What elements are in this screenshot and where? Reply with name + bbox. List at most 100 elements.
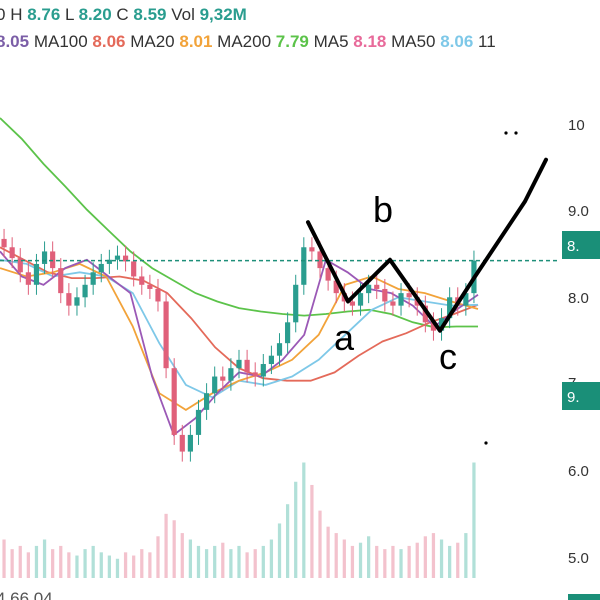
candle-body (293, 284, 299, 323)
candle-body (50, 251, 56, 269)
candle-body (357, 293, 364, 306)
wave-label-a: a (334, 317, 355, 358)
volume-bar (75, 555, 79, 578)
pen-dot (514, 131, 518, 135)
ma-line-ma20 (0, 262, 479, 411)
volume-bar (140, 549, 144, 578)
volume-bar (294, 481, 298, 578)
candle-body (1, 238, 7, 248)
volume-bar (383, 549, 387, 578)
candle-body (163, 301, 169, 369)
volume-bar (196, 545, 201, 578)
candle-body (374, 284, 380, 289)
header-label: 11 (473, 32, 495, 51)
candle-body (139, 276, 145, 285)
candle-body (406, 293, 412, 298)
candle-body (25, 272, 31, 285)
candle-body (382, 288, 388, 302)
candle-body (9, 247, 15, 259)
candle-body (252, 372, 258, 377)
header-value: 9,32M (200, 5, 247, 24)
volume-bar (42, 539, 47, 578)
pen-dot (484, 441, 488, 445)
candle-body (106, 259, 112, 264)
volume-bar (358, 542, 363, 578)
candle-body (155, 288, 161, 302)
volume-bar (115, 558, 120, 578)
volume-bar (221, 542, 225, 578)
volume-bar (180, 533, 184, 578)
header-label: MA5 (309, 32, 353, 51)
candle-body (430, 322, 437, 331)
volume-bar (269, 539, 274, 578)
header-label: MA20 (126, 32, 180, 51)
candle-body (447, 297, 453, 319)
candle-body (390, 301, 396, 306)
candle-body (122, 255, 129, 262)
volume-bar (26, 552, 30, 578)
candle-body (147, 284, 153, 289)
volume-bar (350, 545, 355, 578)
header-label: MA200 (212, 32, 275, 51)
volume-bar (439, 539, 444, 578)
candle-body (276, 343, 283, 356)
volume-bar (164, 513, 168, 578)
candle-body (244, 359, 250, 373)
volume-bar (59, 545, 63, 578)
candle-body (33, 263, 40, 285)
candle-body (98, 263, 104, 273)
candle-body (90, 272, 96, 285)
candle-body (301, 247, 307, 285)
volume-bar (472, 462, 476, 578)
volume-bar (188, 539, 193, 578)
volume-bar (245, 552, 249, 578)
candle-body (212, 376, 218, 394)
volume-bar (10, 549, 14, 578)
volume-bar (342, 539, 346, 578)
candle-body (74, 297, 80, 306)
volume-bar (172, 520, 176, 578)
volume-bar (123, 552, 128, 578)
volume-bar (310, 484, 314, 578)
header-label: MA50 (386, 32, 440, 51)
candle-body (422, 305, 428, 323)
volume-bar (67, 552, 71, 578)
volume-bars (2, 462, 476, 578)
volume-bar (204, 549, 209, 578)
volume-bar (237, 545, 241, 578)
y-tick-label: 10 (568, 117, 585, 134)
header-value: 8.76 (27, 5, 60, 24)
volume-bar (423, 536, 427, 578)
y-tick-label: 9.0 (568, 203, 589, 220)
header-label: L (60, 5, 78, 24)
candle-body (398, 293, 404, 306)
header-label: C (112, 5, 134, 24)
candle-body (220, 376, 226, 381)
header-value: 8.06 (92, 32, 125, 51)
volume-bar (464, 533, 468, 578)
header-label: 0 (0, 5, 10, 24)
candle-body (66, 293, 72, 306)
volume-bar (107, 555, 111, 578)
volume-bar (285, 504, 290, 578)
header-label: Vol (166, 5, 199, 24)
volume-bar (375, 545, 379, 578)
volume-tag-label: 9. (567, 389, 580, 406)
ohlc-header: 0 H 8.76 L 8.20 C 8.59 Vol 9,32M (0, 5, 247, 24)
volume-bar (334, 533, 338, 578)
volume-bar (132, 555, 136, 578)
candle-body (41, 251, 48, 264)
candle-body (349, 301, 356, 306)
volume-bar (91, 545, 95, 578)
pen-dot (504, 131, 508, 135)
candle-body (260, 364, 266, 377)
volume-bar (148, 552, 152, 578)
candle-body (317, 251, 323, 269)
candle-body (268, 355, 274, 365)
candle-body (438, 318, 445, 331)
volume-tag-bg (562, 382, 600, 410)
volume-bar (18, 545, 22, 578)
candle-body (195, 409, 202, 435)
